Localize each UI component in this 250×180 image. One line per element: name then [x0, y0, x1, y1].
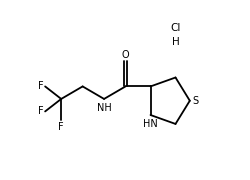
Text: Cl: Cl [170, 23, 180, 33]
Text: HN: HN [142, 120, 157, 129]
Text: S: S [191, 96, 198, 106]
Text: O: O [121, 50, 129, 60]
Text: F: F [38, 81, 44, 91]
Text: NH: NH [96, 103, 111, 113]
Text: F: F [38, 106, 44, 116]
Text: H: H [171, 37, 179, 47]
Text: F: F [58, 122, 64, 132]
